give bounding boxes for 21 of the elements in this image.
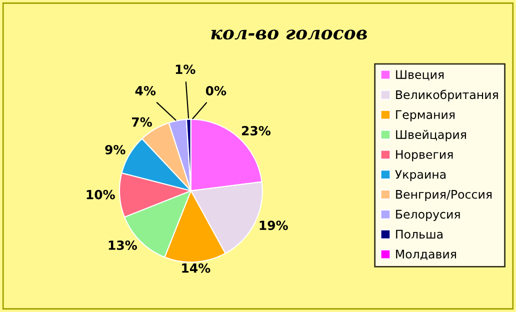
legend-label: Украина [395, 170, 446, 182]
data-label: 23% [242, 126, 271, 136]
legend-label: Швейцария [396, 130, 466, 142]
data-label: 13% [108, 240, 137, 250]
legend-label: Германия [396, 110, 454, 122]
legend-label: Швеция [396, 70, 444, 80]
chart-title: кол-во голосов [211, 30, 367, 40]
legend-label: Великобритания [396, 90, 498, 102]
text: 0% [206, 86, 226, 96]
legend-label: Норвегия [396, 150, 453, 162]
data-label: 10% [86, 190, 115, 200]
data-label: 4% [135, 86, 156, 96]
legend-label: Польша [396, 230, 442, 239]
data-label: 19% [260, 220, 288, 230]
legend-label: Молдавия [396, 250, 456, 260]
data-label: 9% [105, 144, 126, 154]
legend-label: Венгрия/Россия [396, 190, 492, 202]
data-label: 7% [132, 117, 152, 127]
legend-label: Белорусия [396, 210, 460, 221]
data-label: 1% [176, 64, 196, 74]
data-label: 14% [182, 263, 210, 273]
